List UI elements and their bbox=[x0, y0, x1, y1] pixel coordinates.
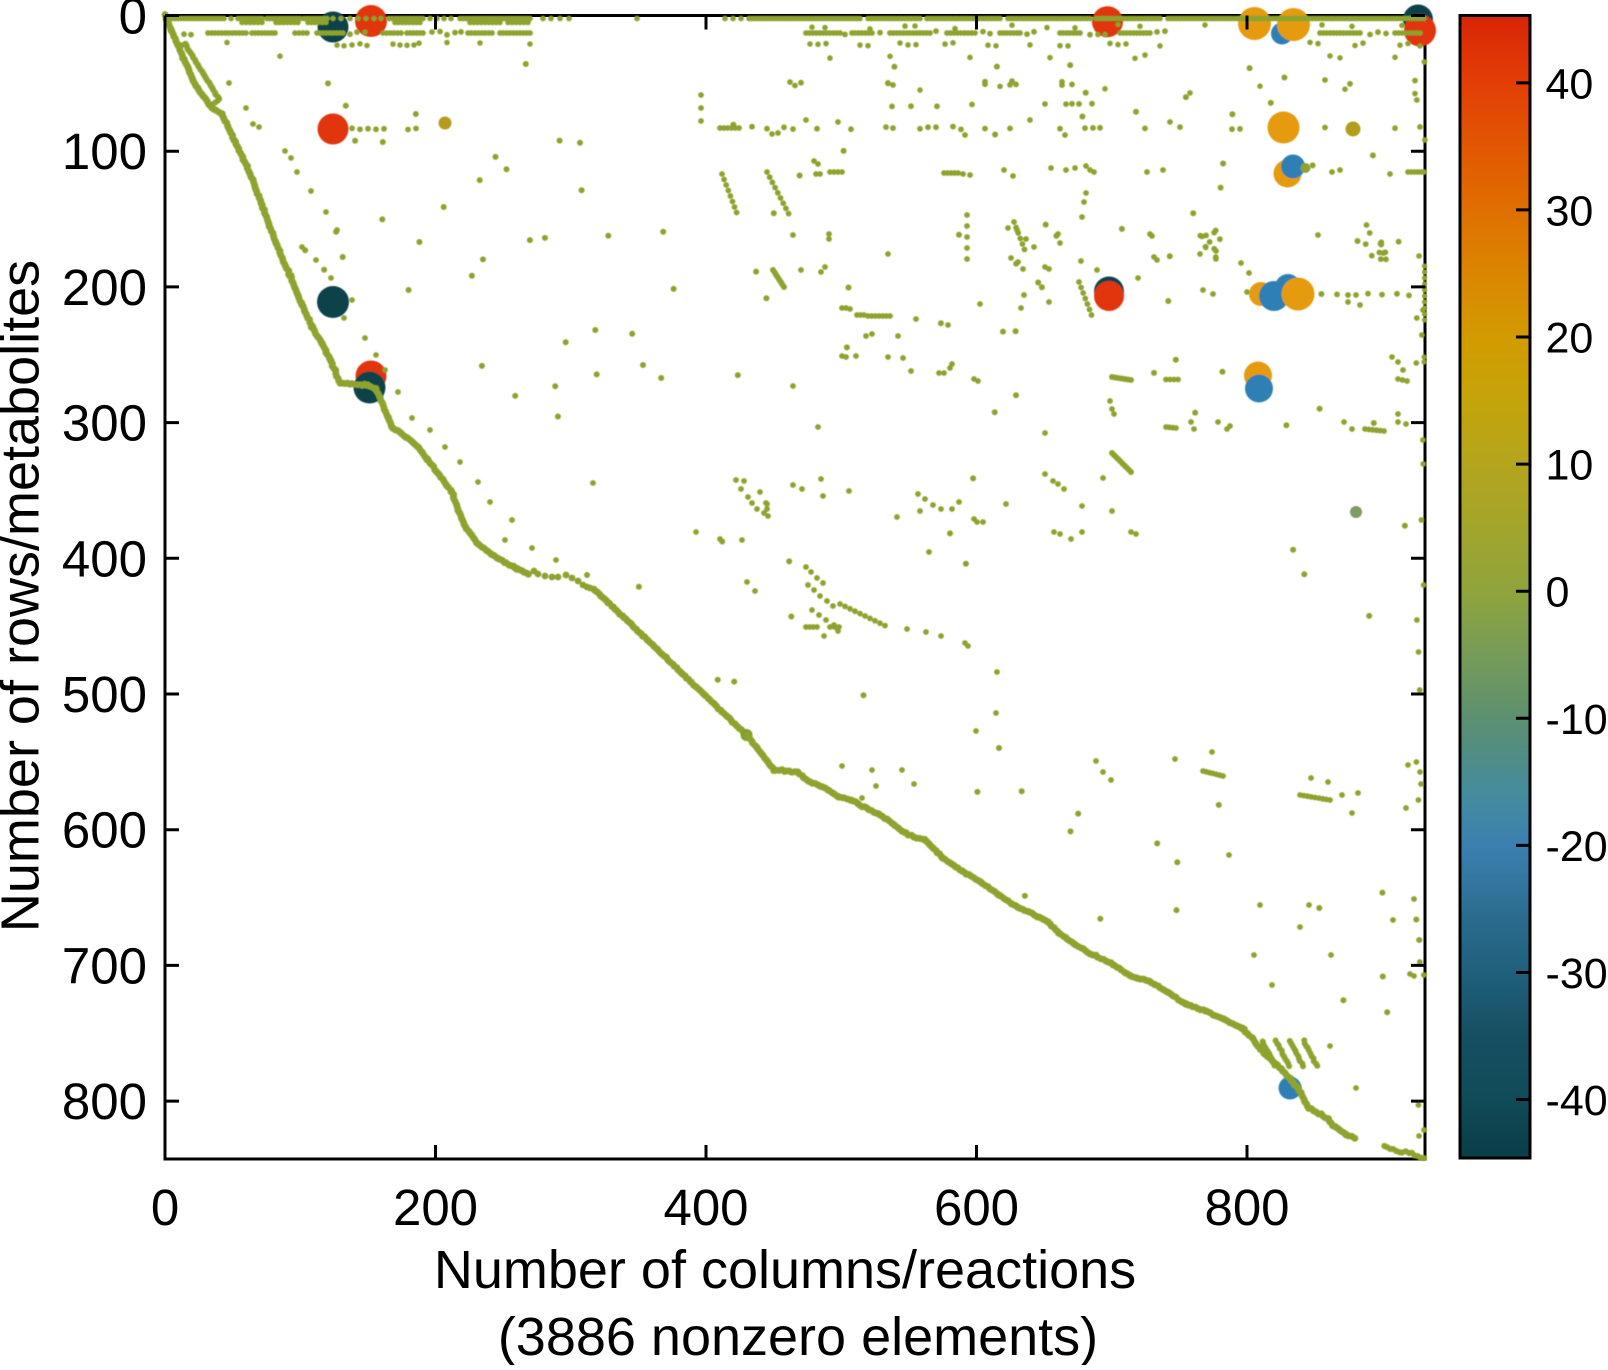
svg-text:10: 10 bbox=[1546, 442, 1594, 490]
svg-text:200: 200 bbox=[62, 259, 147, 316]
svg-text:700: 700 bbox=[62, 937, 147, 994]
svg-text:0: 0 bbox=[1546, 569, 1570, 617]
svg-text:800: 800 bbox=[62, 1073, 147, 1130]
svg-text:-30: -30 bbox=[1546, 950, 1608, 998]
svg-text:20: 20 bbox=[1546, 315, 1594, 363]
svg-text:100: 100 bbox=[62, 123, 147, 180]
svg-text:200: 200 bbox=[393, 1179, 478, 1236]
svg-text:600: 600 bbox=[934, 1179, 1019, 1236]
svg-text:0: 0 bbox=[119, 0, 147, 45]
svg-text:Number of columns/reactions: Number of columns/reactions bbox=[434, 1240, 1136, 1300]
svg-text:0: 0 bbox=[151, 1179, 179, 1236]
svg-text:30: 30 bbox=[1546, 187, 1594, 235]
svg-text:(3886 nonzero elements): (3886 nonzero elements) bbox=[498, 1307, 1098, 1365]
svg-text:Number of rows/metabolites: Number of rows/metabolites bbox=[0, 260, 51, 932]
svg-text:-20: -20 bbox=[1546, 823, 1608, 871]
svg-text:600: 600 bbox=[62, 802, 147, 859]
svg-text:300: 300 bbox=[62, 395, 147, 452]
svg-text:400: 400 bbox=[663, 1179, 748, 1236]
svg-text:-40: -40 bbox=[1546, 1077, 1608, 1125]
svg-text:40: 40 bbox=[1546, 60, 1594, 108]
svg-text:800: 800 bbox=[1204, 1179, 1289, 1236]
svg-text:400: 400 bbox=[62, 530, 147, 587]
svg-text:500: 500 bbox=[62, 666, 147, 723]
svg-text:-10: -10 bbox=[1546, 696, 1608, 744]
